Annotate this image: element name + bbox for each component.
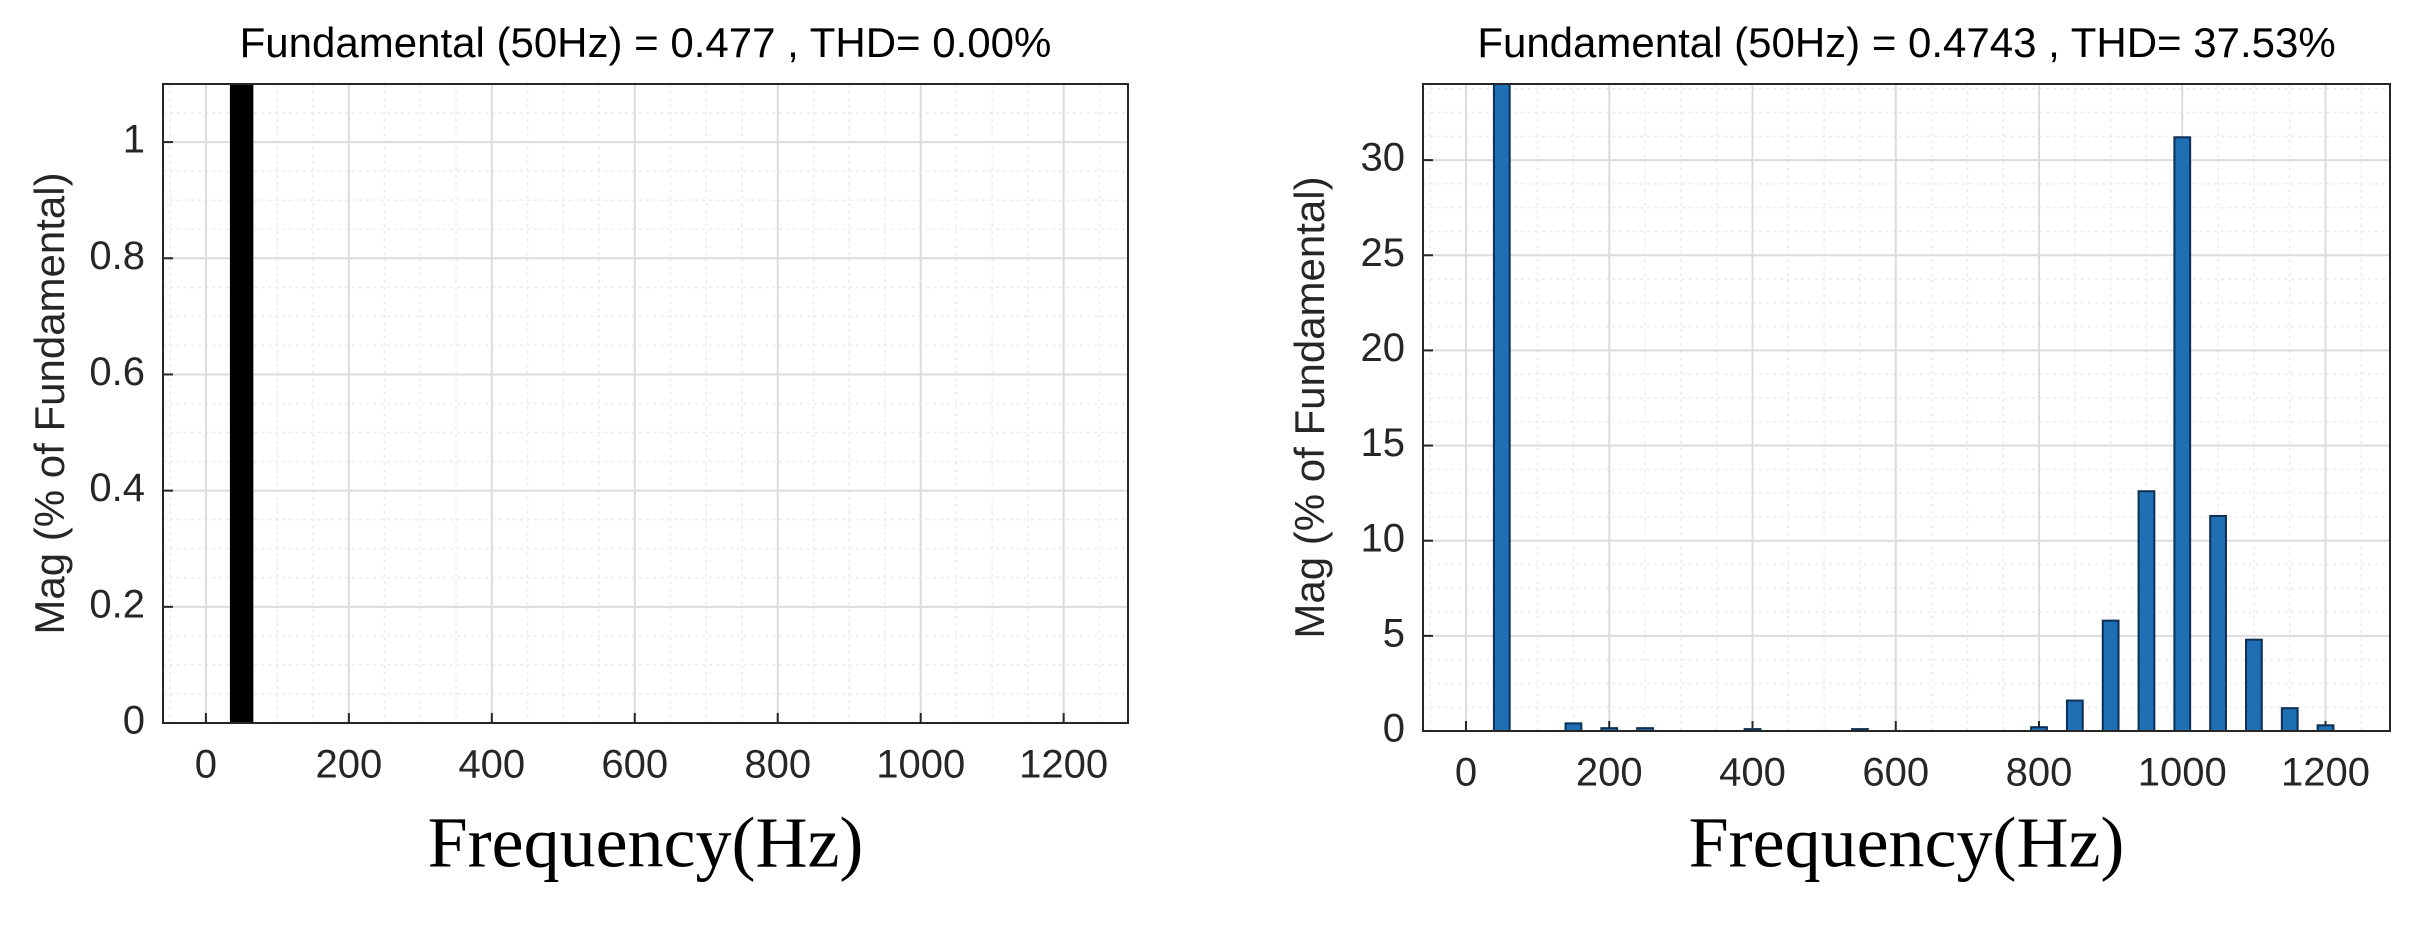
x-axis-label: Frequency(Hz) (428, 803, 864, 883)
y-tick-label: 0.8 (89, 234, 145, 278)
x-tick-label: 400 (1719, 751, 1786, 795)
y-tick-label: 0 (1383, 707, 1405, 751)
bar (2137, 490, 2156, 731)
x-tick-label: 200 (315, 743, 382, 787)
y-tick-label: 10 (1361, 516, 1406, 560)
y-tick-label: 15 (1361, 421, 1406, 465)
y-axis-label: Mag (% of Fundamental) (1286, 176, 1333, 638)
x-tick-label: 600 (601, 743, 668, 787)
bar (2209, 514, 2227, 731)
y-tick-label: 0.2 (89, 582, 145, 626)
x-tick-label: 800 (744, 743, 811, 787)
bar (229, 84, 254, 723)
bars (229, 84, 254, 723)
y-tick-label: 0.4 (89, 466, 145, 510)
axes-box (1422, 83, 2391, 732)
y-tick-label: 0 (123, 699, 145, 743)
x-tick-label: 1200 (1019, 743, 1108, 787)
y-axis-label: Mag (% of Fundamental) (26, 172, 73, 634)
chart: 0 200 400 600 800 1000 1200 0 0.2 0.4 0.6 0.8 1 Funda… (26, 19, 1129, 883)
y-tick-label: 25 (1361, 231, 1406, 275)
x-tick-label: 1000 (2138, 751, 2227, 795)
y-tick-label: 1 (123, 118, 145, 162)
chart: 0 200 400 600 800 1000 1200 0 5 10 15 20 25 30 Fundame… (1286, 19, 2391, 883)
bar (1564, 722, 1583, 731)
x-tick-label: 400 (458, 743, 525, 787)
x-axis-label: Frequency(Hz) (1689, 803, 2125, 883)
x-tick-label: 200 (1576, 751, 1643, 795)
bar (2280, 707, 2299, 731)
plot-area (1423, 84, 2390, 731)
y-tick-label: 5 (1383, 611, 1405, 655)
bar (2245, 638, 2263, 731)
x-tick-label: 0 (1455, 751, 1477, 795)
bar (2316, 724, 2335, 731)
x-tick-label: 800 (2006, 751, 2073, 795)
axes-box (162, 83, 1129, 724)
bar (2101, 619, 2120, 731)
y-tick-label: 0.6 (89, 350, 145, 394)
chart-title: Fundamental (50Hz) = 0.477 , THD= 0.00% (240, 19, 1052, 66)
y-tick-label: 20 (1361, 326, 1406, 370)
plot-area (163, 84, 1128, 723)
y-tick-label: 30 (1361, 136, 1406, 180)
x-tick-label: 1200 (2281, 751, 2370, 795)
x-tick-label: 0 (195, 743, 217, 787)
x-tick-label: 600 (1862, 751, 1929, 795)
chart-title: Fundamental (50Hz) = 0.4743 , THD= 37.53… (1477, 19, 2335, 66)
x-tick-label: 1000 (876, 743, 965, 787)
bar (2065, 699, 2084, 731)
bar (2173, 136, 2192, 731)
bar (1492, 84, 1511, 731)
